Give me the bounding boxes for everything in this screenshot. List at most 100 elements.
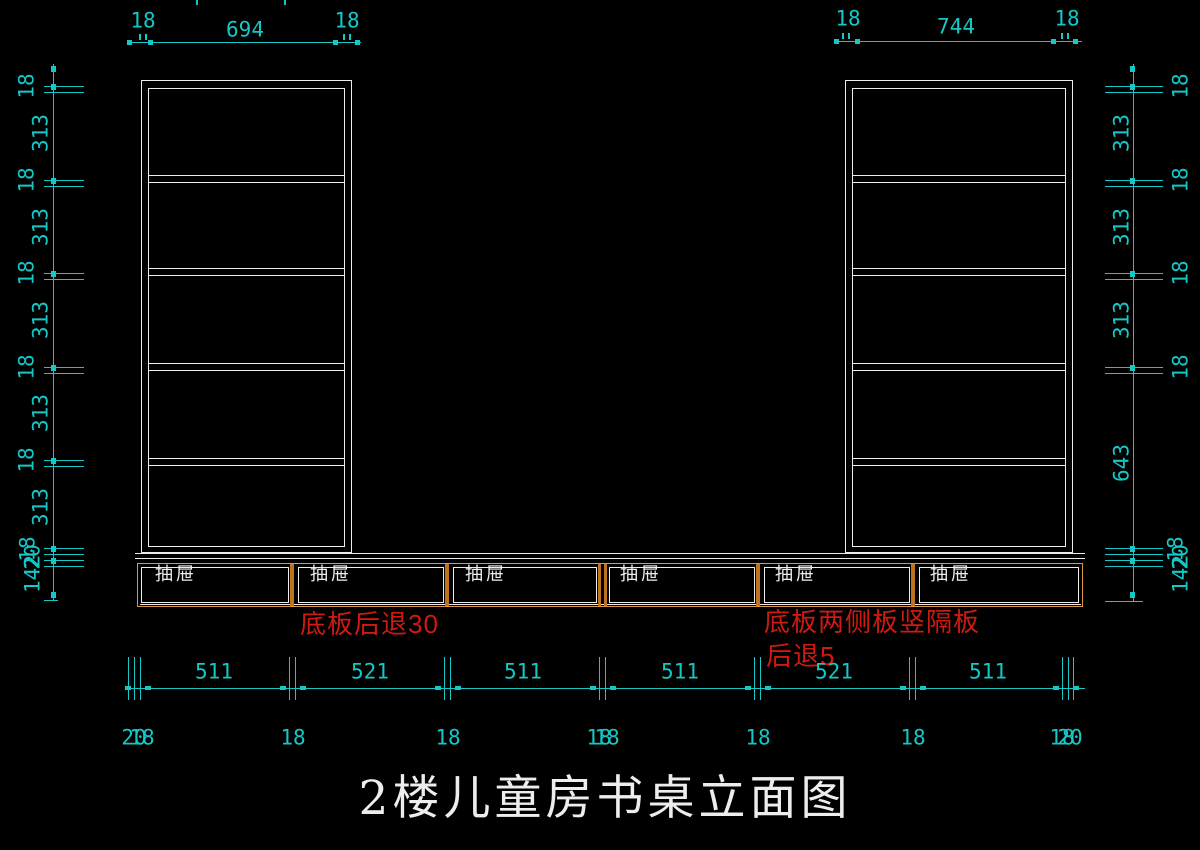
dim-label: 744 xyxy=(937,14,975,39)
dim-tick xyxy=(139,34,141,40)
dim-tick xyxy=(834,39,839,44)
drawer-box xyxy=(919,567,1079,603)
dim-label: 313 xyxy=(1109,114,1134,152)
drawer-divider xyxy=(445,564,449,606)
dim-tick xyxy=(44,548,84,555)
dim-tick xyxy=(51,592,56,598)
drawer-label: 抽屉 xyxy=(465,564,507,584)
dim-label: 313 xyxy=(28,208,53,246)
dim-label: 511 xyxy=(661,659,699,684)
dim-tick xyxy=(145,686,151,690)
dim-label: 313 xyxy=(28,114,53,152)
dim-tick xyxy=(1130,365,1135,371)
dim-label: 18 xyxy=(280,725,306,750)
dim-tick xyxy=(1062,657,1069,700)
dim-tick xyxy=(909,657,916,700)
dim-label: 18 xyxy=(1049,725,1075,750)
dim-tick xyxy=(842,33,844,39)
dim-label: 313 xyxy=(28,301,53,339)
dim-label: 18 xyxy=(1168,260,1193,286)
dim-tick xyxy=(900,686,906,690)
dim-tick xyxy=(610,686,616,690)
dim-label: 694 xyxy=(226,17,264,42)
drawer-divider xyxy=(756,564,760,606)
dim-label: 18 xyxy=(14,260,39,286)
dim-tick xyxy=(148,40,153,45)
dim-tick xyxy=(51,558,56,564)
shelf xyxy=(853,268,1065,276)
drawer-row-frame xyxy=(137,563,1083,607)
cabinet-left-outer xyxy=(141,80,352,553)
dim-tick xyxy=(51,546,56,552)
drawer-divider xyxy=(604,564,607,606)
dim-label: 20 xyxy=(1057,725,1083,750)
dim-tick xyxy=(1130,271,1135,277)
dim-tick xyxy=(754,657,761,700)
dim-label: 18 xyxy=(586,725,612,750)
shelf xyxy=(853,363,1065,371)
dim-label: 643 xyxy=(1109,444,1134,482)
dim-tick xyxy=(44,86,84,93)
dim-tick xyxy=(145,34,147,40)
dim-tick xyxy=(125,686,131,690)
note-side-panels: 底板两侧板竖隔板 xyxy=(764,607,981,637)
shelf xyxy=(149,175,344,183)
dim-tick xyxy=(44,600,58,601)
dim-tick xyxy=(51,458,56,464)
dim-line xyxy=(130,688,1085,689)
dim-tick xyxy=(455,686,461,690)
dim-tick xyxy=(51,66,56,72)
dim-tick xyxy=(848,33,850,39)
dim-tick xyxy=(1051,39,1056,44)
drawer-box xyxy=(609,567,755,603)
dim-tick xyxy=(44,273,84,280)
dim-tick xyxy=(355,40,360,45)
dim-tick xyxy=(855,39,860,44)
cabinet-right-inner xyxy=(852,88,1066,547)
dim-tick xyxy=(1130,546,1135,552)
dim-tick xyxy=(51,365,56,371)
cabinet-right-outer xyxy=(845,80,1073,553)
dim-tick xyxy=(349,34,351,40)
dim-label: 18 xyxy=(15,536,40,562)
drawer-label: 抽屉 xyxy=(620,564,662,584)
dim-tick xyxy=(289,657,296,700)
drawer-divider xyxy=(911,564,915,606)
drawer-divider xyxy=(598,564,601,606)
dim-label: 18 xyxy=(14,354,39,380)
dim-line xyxy=(53,64,54,601)
dim-label: 313 xyxy=(28,394,53,432)
dim-tick xyxy=(920,686,926,690)
dim-tick xyxy=(1067,33,1069,39)
dim-line xyxy=(835,41,1082,42)
dim-tick xyxy=(745,686,751,690)
note-back5: 后退5 xyxy=(766,641,836,671)
drawer-box xyxy=(764,567,910,603)
dim-tick xyxy=(134,657,141,700)
dim-tick xyxy=(599,657,606,700)
dim-tick xyxy=(44,180,84,187)
dim-tick xyxy=(284,0,286,5)
note-bottom-panel-back30: 底板后退30 xyxy=(300,609,439,639)
dim-tick xyxy=(127,40,132,45)
drawer-label: 抽屉 xyxy=(310,564,352,584)
dim-tick xyxy=(300,686,306,690)
cabinet-left-inner xyxy=(148,88,345,547)
dim-label: 313 xyxy=(1109,301,1134,339)
dim-tick xyxy=(444,657,451,700)
dim-tick xyxy=(1130,84,1135,90)
dim-tick xyxy=(1073,686,1079,690)
dim-label: 18 xyxy=(835,6,861,31)
dim-tick xyxy=(1053,686,1059,690)
dim-tick xyxy=(280,686,286,690)
desktop-panel xyxy=(135,553,1085,559)
dim-label: 313 xyxy=(1109,208,1134,246)
dim-label: 18 xyxy=(14,167,39,193)
drawer-box xyxy=(141,567,289,603)
dim-label: 18 xyxy=(1168,354,1193,380)
dim-tick xyxy=(590,686,596,690)
drawer-box xyxy=(298,567,444,603)
dim-tick xyxy=(1130,558,1135,564)
dim-label: 18 xyxy=(1054,6,1080,31)
